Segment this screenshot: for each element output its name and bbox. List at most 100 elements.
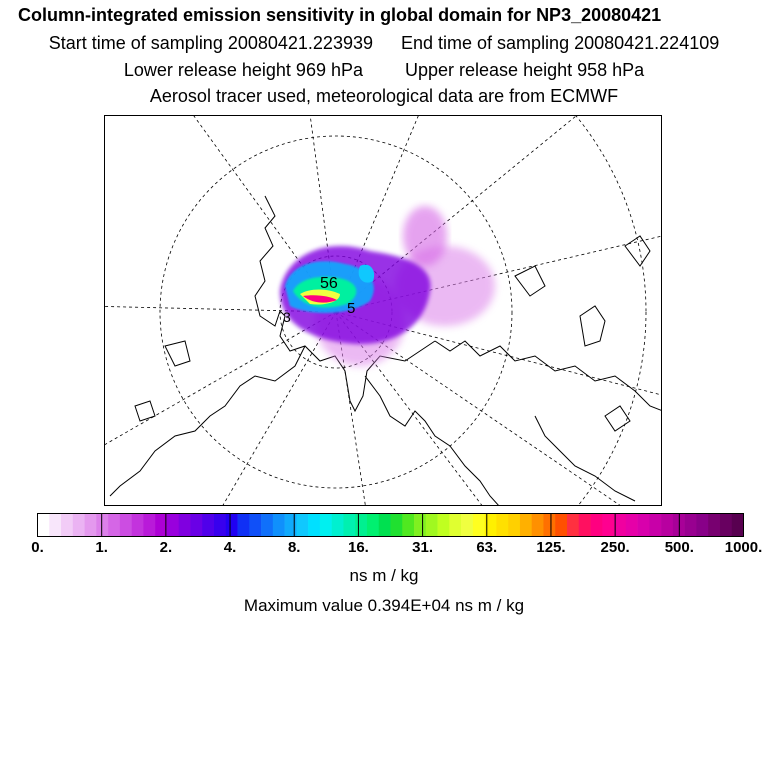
colorbar-cell bbox=[96, 513, 109, 537]
coastline-south bbox=[364, 375, 499, 505]
colorbar-dividers bbox=[101, 513, 680, 537]
colorbar-cell bbox=[449, 513, 462, 537]
colorbar-cell bbox=[508, 513, 521, 537]
island bbox=[134, 400, 156, 422]
plume-outer-north bbox=[403, 206, 447, 266]
colorbar-cell bbox=[355, 513, 368, 537]
colorbar-cell bbox=[567, 513, 580, 537]
lower-release-label: Lower release height 969 hPa bbox=[123, 60, 363, 80]
colorbar-cell bbox=[437, 513, 450, 537]
plume-label-5: 5 bbox=[347, 300, 355, 317]
upper-release-label: Upper release height 958 hPa bbox=[405, 60, 645, 80]
lat-circle-50 bbox=[159, 135, 513, 489]
colorbar-tick-label: 63. bbox=[476, 539, 498, 556]
coastlines bbox=[109, 195, 661, 505]
colorbar-units: ns m / kg bbox=[349, 566, 419, 585]
colorbar-cell bbox=[684, 513, 697, 537]
colorbar-cell bbox=[61, 513, 74, 537]
colorbar-cell bbox=[637, 513, 650, 537]
colorbar-tick-label: 4. bbox=[223, 539, 237, 556]
maximum-value: Maximum value 0.394E+04 ns m / kg bbox=[243, 596, 525, 615]
colorbar-cell bbox=[37, 513, 50, 537]
colorbar-cell bbox=[343, 513, 356, 537]
colorbar-cell bbox=[614, 513, 627, 537]
plume-magenta-core bbox=[303, 295, 337, 303]
coastline-east bbox=[534, 415, 636, 502]
colorbar-cell bbox=[261, 513, 274, 537]
colorbar-cell bbox=[425, 513, 438, 537]
colorbar-cell bbox=[190, 513, 203, 537]
colorbar-cell bbox=[390, 513, 403, 537]
colorbar-cell bbox=[296, 513, 309, 537]
colorbar-tick-label: 1000. bbox=[724, 539, 763, 556]
colorbar-cell bbox=[84, 513, 97, 537]
colorbar-tick-label: 1. bbox=[95, 539, 108, 556]
colorbar-cell bbox=[402, 513, 415, 537]
colorbar-tick-label: 2. bbox=[159, 539, 173, 556]
colorbar-cell bbox=[237, 513, 250, 537]
plume-label-3: 3 bbox=[283, 309, 291, 325]
colorbar bbox=[37, 513, 744, 537]
colorbar-tick-label: 125. bbox=[536, 539, 566, 556]
island bbox=[514, 265, 546, 297]
colorbar-cell bbox=[696, 513, 709, 537]
island bbox=[579, 305, 606, 347]
colorbar-cell bbox=[519, 513, 532, 537]
colorbar-cell bbox=[590, 513, 603, 537]
colorbar-tick-label: 31. bbox=[412, 539, 434, 556]
colorbar-cell bbox=[731, 513, 744, 537]
colorbar-cell bbox=[602, 513, 615, 537]
colorbar-cell bbox=[178, 513, 191, 537]
colorbar-cell bbox=[649, 513, 662, 537]
release-heights: Lower release height 969 hPa Upper releas… bbox=[0, 60, 768, 81]
colorbar-cell bbox=[214, 513, 227, 537]
sensitivity-plume bbox=[280, 206, 495, 366]
colorbar-cell bbox=[531, 513, 544, 537]
colorbar-cell bbox=[119, 513, 132, 537]
colorbar-tick-label: 8. bbox=[287, 539, 301, 556]
coastline-asia bbox=[434, 340, 661, 411]
polar-map: 56 5 3 bbox=[104, 115, 662, 506]
colorbar-cell bbox=[331, 513, 344, 537]
colorbar-cell bbox=[131, 513, 144, 537]
coastline-greenland-europe bbox=[254, 195, 436, 413]
sampling-times: Start time of sampling 20080421.223939 En… bbox=[0, 33, 768, 54]
plot-title: Column-integrated emission sensitivity i… bbox=[18, 5, 662, 25]
colorbar-cells bbox=[37, 513, 744, 537]
colorbar-cell bbox=[319, 513, 332, 537]
colorbar-tick-label: 16. bbox=[347, 539, 369, 556]
start-time-label: Start time of sampling 20080421.223939 bbox=[48, 33, 373, 53]
colorbar-cell bbox=[484, 513, 497, 537]
colorbar-cell bbox=[108, 513, 121, 537]
colorbar-cell bbox=[155, 513, 168, 537]
colorbar-cell bbox=[661, 513, 674, 537]
colorbar-cell bbox=[72, 513, 85, 537]
meridian bbox=[335, 311, 483, 505]
colorbar-cell bbox=[378, 513, 391, 537]
colorbar-cell bbox=[143, 513, 156, 537]
island bbox=[604, 405, 631, 432]
island bbox=[164, 340, 191, 367]
plume-label-56: 56 bbox=[320, 275, 338, 292]
coastline-america bbox=[109, 345, 306, 497]
colorbar-cell bbox=[625, 513, 638, 537]
colorbar-cell bbox=[543, 513, 556, 537]
colorbar-cell bbox=[414, 513, 427, 537]
colorbar-tick-label: 250. bbox=[600, 539, 630, 556]
colorbar-cell bbox=[461, 513, 474, 537]
colorbar-cell bbox=[472, 513, 485, 537]
colorbar-cell bbox=[708, 513, 721, 537]
colorbar-cell bbox=[49, 513, 62, 537]
meridian bbox=[105, 311, 337, 445]
colorbar-cell bbox=[496, 513, 509, 537]
colorbar-tick-label: 0. bbox=[31, 539, 44, 556]
colorbar-cell bbox=[366, 513, 380, 537]
plume-cyan-east bbox=[358, 264, 375, 283]
end-time-label: End time of sampling 20080421.224109 bbox=[401, 33, 720, 53]
colorbar-cell bbox=[249, 513, 262, 537]
colorbar-cell bbox=[555, 513, 568, 537]
island bbox=[624, 235, 651, 267]
colorbar-cell bbox=[272, 513, 285, 537]
colorbar-cell bbox=[308, 513, 321, 537]
colorbar-tick-label: 500. bbox=[664, 539, 694, 556]
